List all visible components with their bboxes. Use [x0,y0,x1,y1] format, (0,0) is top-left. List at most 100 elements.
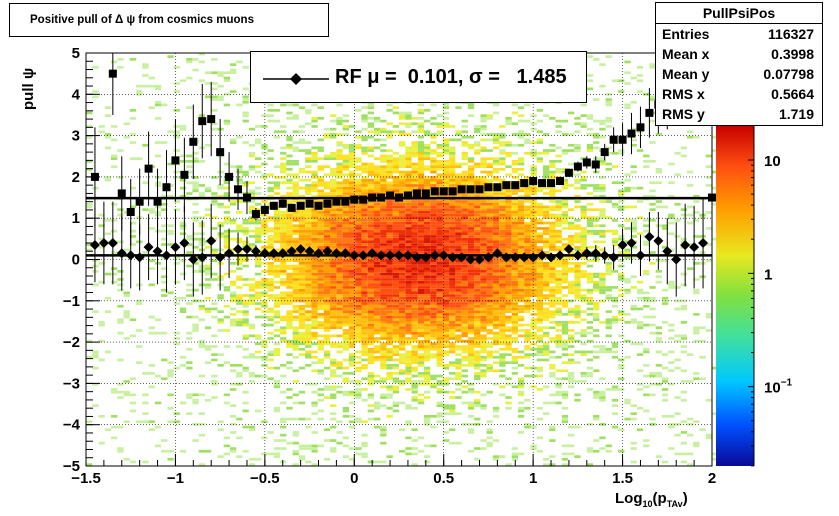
heatmap-cell [374,294,381,297]
heatmap-cell [517,267,525,270]
heatmap-cell [492,111,500,115]
heatmap-cell [367,154,374,158]
heatmap-cell [342,334,349,338]
heatmap-cell [317,296,324,300]
heatmap-cell [543,313,550,316]
heatmap-cell [92,353,99,356]
heatmap-cell [355,178,362,182]
heatmap-cell [386,350,393,354]
heatmap-cell [536,294,543,297]
heatmap-cell [361,313,368,316]
heatmap-cell [486,205,493,209]
heatmap-cell [536,211,543,214]
heatmap-cell [405,186,412,190]
heatmap-cell [467,382,475,386]
heatmap-cell [374,216,381,219]
heatmap-cell [486,323,493,327]
heatmap-cell [405,235,412,238]
heatmap-cell [336,431,343,434]
heatmap-cell [474,331,481,335]
heatmap-cell [292,194,299,198]
heatmap-cell [543,133,550,136]
heatmap-cell [317,393,324,397]
heatmap-cell [386,296,393,300]
heatmap-cell [336,176,343,179]
heatmap-cell [524,345,531,348]
heatmap-cell [436,194,443,198]
heatmap-cell [361,106,368,109]
heatmap-cell [255,170,262,174]
heatmap-cell [568,334,575,338]
heatmap-cell [505,353,512,356]
heatmap-cell [292,334,299,338]
heatmap-cell [280,299,287,303]
heatmap-cell [436,264,443,268]
heatmap-cell [98,224,105,228]
heatmap-cell [242,347,249,351]
heatmap-cell [568,361,575,364]
heatmap-cell [280,216,287,219]
heatmap-cell [342,275,349,279]
heatmap-cell [480,162,487,166]
heatmap-cell [399,221,406,225]
heatmap-cell [399,286,406,289]
heatmap-cell [361,267,368,270]
heatmap-cell [474,350,481,354]
heatmap-cell [374,243,381,246]
heatmap-cell [380,275,387,279]
heatmap-cell [367,278,374,281]
heatmap-cell [380,232,387,236]
heatmap-cell [136,361,143,364]
heatmap-cell [267,119,274,123]
heatmap-cell [348,176,356,179]
heatmap-cell [311,103,318,107]
heatmap-cell [217,318,224,322]
heatmap-cell [399,329,406,332]
heatmap-cell [317,388,324,391]
heatmap-cell [436,133,443,136]
heatmap-cell [517,133,525,136]
heatmap-cell [424,240,431,244]
heatmap-cell [411,141,418,144]
heatmap-cell [330,170,337,174]
heatmap-cell [543,208,550,211]
heatmap-cell [399,141,406,144]
heatmap-cell [230,229,237,233]
heatmap-cell [186,243,193,246]
heatmap-cell [399,321,406,324]
heatmap-cell [380,302,387,305]
heatmap-cell [348,457,356,461]
heatmap-cell [298,216,306,219]
heatmap-cell [561,406,569,410]
heatmap-cell [242,98,249,101]
heatmap-cell [292,184,299,187]
heatmap-cell [148,259,155,262]
heatmap-cell [436,296,443,300]
heatmap-cell [267,186,274,190]
heatmap-cell [530,213,537,217]
heatmap-cell [317,278,324,281]
heatmap-cell [330,181,337,185]
heatmap-cell [336,259,343,262]
heatmap-cell [436,313,443,316]
heatmap-cell [267,229,274,233]
heatmap-cell [568,288,575,292]
heatmap-cell [424,151,431,155]
heatmap-cell [248,192,256,195]
heatmap-cell [411,315,418,319]
heatmap-cell [342,127,349,131]
heatmap-cell [374,240,381,244]
heatmap-cell [461,334,468,338]
heatmap-cell [142,208,149,211]
heatmap-cell [248,463,256,466]
heatmap-cell [342,194,349,198]
heatmap-cell [461,130,468,134]
heatmap-cell [273,235,281,238]
heatmap-cell [436,278,443,281]
heatmap-cell [311,342,318,346]
heatmap-cell [430,315,437,319]
heatmap-cell [330,396,337,399]
heatmap-cell [399,264,406,268]
heatmap-cell [386,173,393,177]
heatmap-cell [136,299,143,303]
